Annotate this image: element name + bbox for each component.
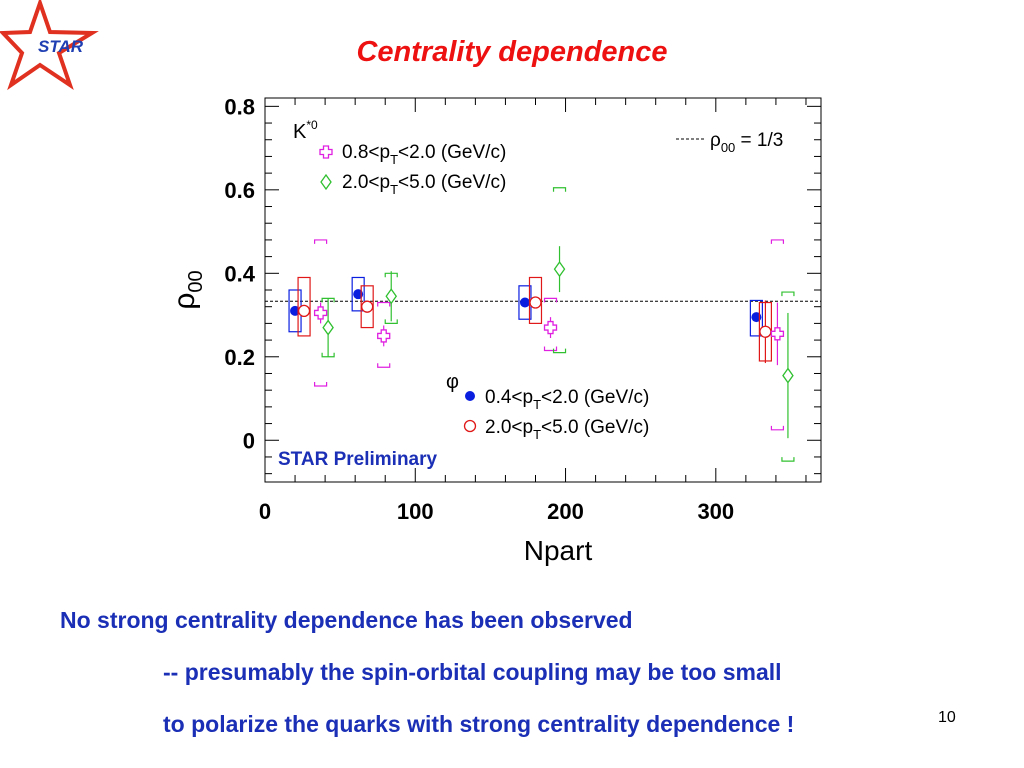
series-2 [313,239,785,431]
logo-text: STAR [38,37,84,56]
systematic-bracket [321,352,335,358]
systematic-bracket [377,363,391,368]
systematic-bracket [543,297,558,303]
marker-open-diamond [320,173,332,191]
star-logo-shape [0,0,99,91]
systematic-box [749,299,763,337]
marker-open-circle [297,304,311,318]
marker-filled-circle [465,391,475,401]
series-3 [321,187,795,462]
legend-phi-high-label: 2.0<pT<5.0 (GeV/c) [485,417,649,442]
legend-kstar-low-label: 0.8<pT<2.0 (GeV/c) [342,142,506,167]
marker-filled-circle [519,297,530,308]
x-tick-label: 0 [259,499,271,524]
systematic-bracket [384,319,398,324]
slide-title: Centrality dependence [356,36,668,68]
star-logo-icon [0,0,99,91]
marker-open-circle [463,419,477,433]
legend-phi-low-label: 0.4<pT<2.0 (GeV/c) [485,387,649,412]
systematic-bracket [377,301,391,307]
note-line-3: to polarize the quarks with strong centr… [163,711,795,737]
series-1 [297,276,773,364]
y-tick-label: 0.2 [224,345,255,370]
systematic-bracket [314,382,328,387]
chart: 0 0.2 0.4 0.6 0.8 0 100 200 300 Npart ρ00 K*0 0.8<pT… [168,94,822,566]
y-tick-label: 0.6 [224,178,255,203]
note-line-2: -- presumably the spin-orbital coupling … [163,659,782,685]
x-tick-label: 100 [397,499,434,524]
systematic-bracket [770,239,785,244]
legend-kstar-header: K*0 [293,118,318,143]
star-preliminary-label: STAR Preliminary [278,449,438,470]
y-tick-label: 0.4 [224,261,255,286]
note-line-1: No strong centrality dependence has been… [60,607,633,633]
systematic-bracket [552,348,567,354]
systematic-bracket [552,187,567,192]
systematic-bracket [543,346,558,352]
x-tick-label: 200 [547,499,584,524]
systematic-box [528,276,543,324]
marker-open-cross [313,306,328,320]
star-logo: STAR [0,0,100,92]
systematic-bracket [781,457,795,462]
systematic-bracket [781,291,795,297]
marker-open-cross [319,145,333,159]
marker-open-diamond [322,319,334,336]
marker-open-circle [759,325,772,338]
marker-open-circle [529,296,542,309]
marker-open-circle [361,300,374,313]
legend-kstar-high-label: 2.0<pT<5.0 (GeV/c) [342,172,506,197]
systematic-box [351,276,365,312]
y-tick-label: 0 [243,428,255,453]
page-number: 10 [938,709,956,726]
legend-reference-label: ρ00 = 1/3 [710,130,783,155]
marker-open-diamond [553,261,566,278]
y-axis-label: ρ00 [168,270,207,309]
x-tick-label: 300 [697,499,734,524]
marker-open-cross [543,320,558,335]
marker-open-diamond [385,288,398,305]
systematic-bracket [770,425,785,431]
systematic-box [297,276,311,337]
x-axis-label: Npart [524,535,593,566]
marker-open-cross [377,329,391,343]
legend-phi-header: φ [446,371,459,393]
y-tick-label: 0.8 [224,94,255,119]
series-0 [288,276,763,337]
marker-open-cross [770,327,785,341]
systematic-bracket [314,239,328,244]
marker-open-diamond [782,367,794,384]
